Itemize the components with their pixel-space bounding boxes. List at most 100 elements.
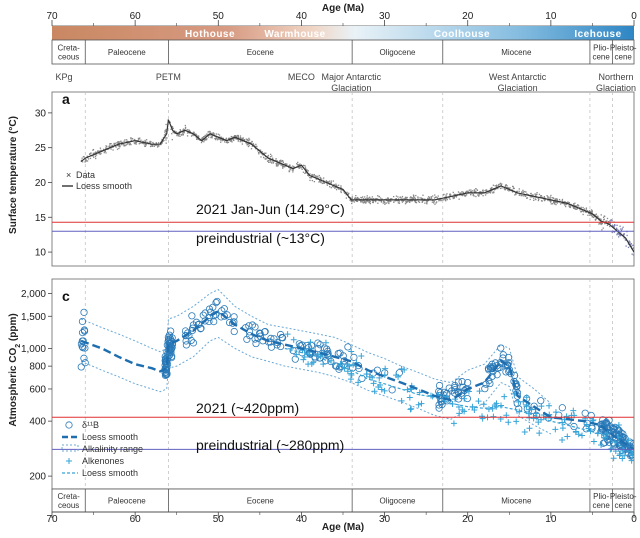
- temperature-data-point: [585, 207, 588, 209]
- temperature-data-point: [396, 200, 398, 202]
- temperature-data-point: [138, 138, 140, 140]
- boron-data-point: [502, 368, 510, 376]
- alkenone-data-point: [328, 357, 335, 364]
- temperature-data-point: [375, 197, 377, 200]
- temperature-data-point: [541, 196, 544, 199]
- temperature-data-point: [271, 155, 273, 157]
- temperature-data-point: [588, 212, 590, 214]
- temperature-data-point: [271, 157, 274, 159]
- temperature-data-point: [340, 191, 342, 194]
- temperature-data-point: [363, 201, 365, 203]
- temperature-data-point: [628, 240, 630, 242]
- temperature-data-point: [209, 134, 211, 136]
- panel-a-letter: a: [62, 91, 70, 107]
- temperature-data-point: [122, 143, 124, 145]
- temperature-data-point: [118, 145, 120, 147]
- panel-c-y-axis: 200 400 600 800 1,000 1,500 2,000: [21, 289, 52, 483]
- temperature-data-point: [144, 140, 146, 143]
- temperature-data-point: [550, 200, 552, 202]
- temperature-data-point: [120, 140, 122, 142]
- epoch-top-epoch-label: Creta-: [58, 44, 81, 53]
- temperature-data-point: [103, 151, 105, 154]
- alkenone-data-point: [455, 403, 462, 410]
- temperature-data-point: [417, 200, 420, 203]
- temperature-data-point: [520, 194, 522, 197]
- temperature-data-point: [319, 177, 322, 179]
- temperature-data-point: [335, 186, 337, 189]
- temperature-data-point: [547, 199, 549, 202]
- temperature-data-point: [239, 135, 242, 137]
- temperature-data-point: [237, 140, 240, 142]
- temperature-data-point: [606, 217, 609, 220]
- boron-data-point: [333, 362, 341, 370]
- temperature-data-point: [369, 196, 371, 198]
- alkenone-data-point: [418, 400, 425, 407]
- temperature-data-point: [344, 192, 346, 194]
- temperature-data-point: [230, 135, 233, 138]
- temperature-data-point: [372, 200, 374, 202]
- temperature-data-point: [613, 231, 616, 233]
- temperature-data-point: [284, 163, 286, 166]
- temperature-data-point: [158, 145, 160, 147]
- temperature-data-point: [176, 134, 178, 137]
- temperature-data-point: [293, 165, 295, 168]
- temperature-data-point: [334, 184, 336, 186]
- temperature-data-point: [554, 198, 556, 200]
- temperature-data-point: [202, 137, 204, 139]
- temperature-data-point: [267, 159, 270, 162]
- temperature-data-point: [264, 152, 266, 155]
- alkenone-data-point: [528, 406, 535, 413]
- climate-state-bar: [52, 26, 634, 40]
- temperature-data-point: [358, 198, 360, 200]
- temperature-data-point: [582, 213, 584, 216]
- temperature-data-point: [214, 137, 216, 140]
- temperature-data-point: [608, 220, 610, 223]
- temperature-data-point: [92, 152, 95, 154]
- alkenone-data-point: [347, 376, 354, 383]
- temperature-data-point: [413, 197, 416, 199]
- temperature-data-point: [364, 198, 367, 200]
- temperature-data-point: [260, 156, 262, 158]
- temperature-data-point: [478, 193, 480, 195]
- alkenone-data-point: [284, 331, 291, 338]
- temperature-data-point: [417, 196, 419, 198]
- temperature-data-point: [196, 137, 199, 140]
- boron-data-point: [344, 343, 352, 351]
- alkenone-data-point: [610, 455, 617, 462]
- temperature-data-point: [567, 202, 569, 204]
- temperature-data-point: [381, 198, 383, 200]
- event-labels: KPg PETM MECO Major AntarcticGlaciationWest…: [55, 72, 636, 93]
- temperature-data-point: [156, 146, 159, 148]
- temperature-data-point: [458, 192, 461, 194]
- temperature-data-point: [619, 225, 621, 227]
- temperature-data-point: [397, 202, 399, 204]
- temperature-data-point: [204, 135, 206, 138]
- temperature-data-point: [242, 137, 245, 139]
- temperature-data-point: [319, 179, 321, 182]
- temperature-data-point: [248, 137, 250, 140]
- temperature-data-point: [291, 169, 293, 171]
- temperature-data-point: [308, 175, 310, 177]
- temperature-data-point: [435, 196, 437, 198]
- bottom-tick-label: 30: [379, 514, 391, 525]
- temperature-data-point: [123, 144, 125, 146]
- temperature-data-point: [532, 194, 534, 196]
- temperature-data-point: [335, 189, 338, 191]
- temperature-data-point: [113, 142, 115, 145]
- temperature-data-point: [226, 141, 228, 143]
- temperature-data-point: [504, 188, 506, 191]
- temperature-data-point: [478, 194, 480, 196]
- temperature-data-point: [415, 200, 417, 202]
- temperature-data-point: [171, 133, 173, 135]
- temperature-data-point: [239, 137, 242, 140]
- temperature-data-point: [134, 143, 137, 145]
- temperature-data-point: [410, 196, 413, 199]
- temperature-data-point: [611, 220, 613, 222]
- temperature-data-point: [125, 139, 128, 141]
- temperature-data-point: [496, 184, 498, 186]
- temperature-data-point: [475, 195, 477, 198]
- temperature-data-point: [556, 199, 558, 201]
- temperature-data-point: [449, 194, 451, 197]
- temperature-data-point: [593, 216, 595, 219]
- temperature-data-point: [618, 234, 621, 236]
